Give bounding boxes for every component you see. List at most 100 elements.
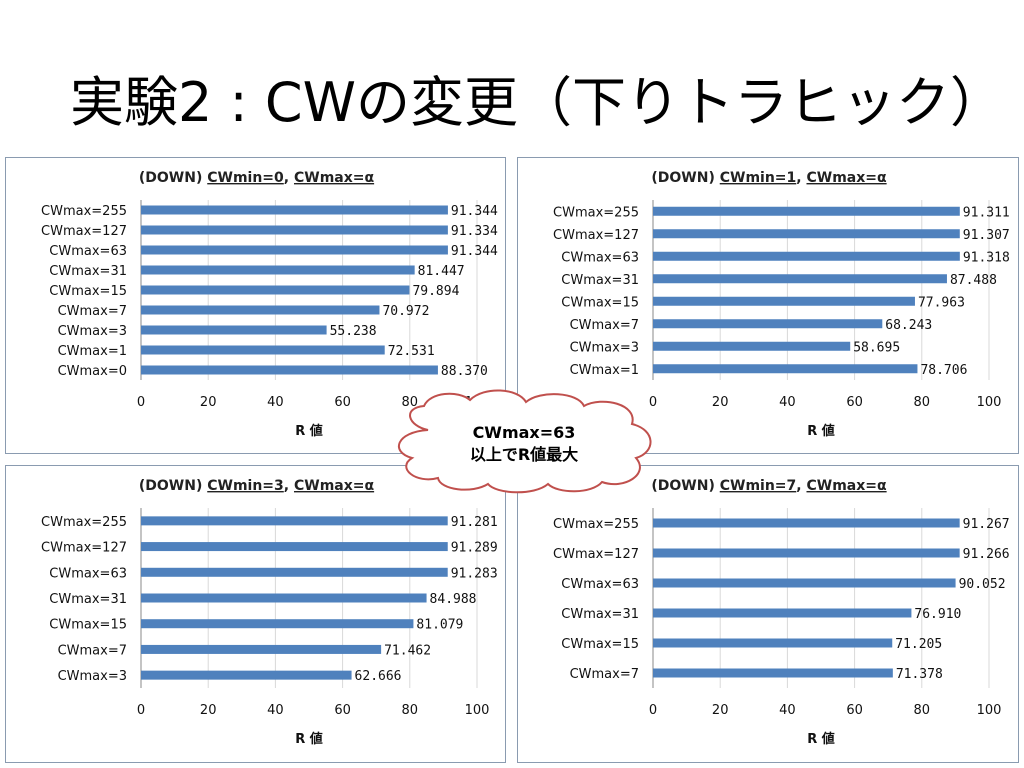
category-label: CWmax=255 bbox=[553, 517, 639, 532]
bar bbox=[653, 609, 911, 618]
bar bbox=[141, 246, 448, 255]
category-label: CWmax=3 bbox=[58, 669, 127, 684]
category-label: CWmax=127 bbox=[553, 228, 639, 243]
value-label: 71.205 bbox=[895, 637, 942, 652]
bar bbox=[141, 542, 448, 551]
chart-panel-cwmin-3: (DOWN) CWmin=3, CWmax=α CWmax=255 91.281 CW… bbox=[5, 465, 506, 763]
x-tick-label: 40 bbox=[267, 703, 284, 718]
chart-title-cwmin: CWmin=0 bbox=[207, 170, 284, 186]
category-label: CWmax=3 bbox=[58, 324, 127, 339]
category-label: CWmax=1 bbox=[570, 363, 639, 378]
category-label: CWmax=127 bbox=[41, 541, 127, 556]
chart-title-cwmax: CWmax=α bbox=[806, 478, 887, 494]
value-label: 68.243 bbox=[885, 318, 932, 333]
chart-title: (DOWN) CWmin=7, CWmax=α bbox=[651, 478, 887, 494]
category-label: CWmax=15 bbox=[49, 618, 127, 633]
bar bbox=[141, 645, 381, 654]
value-label: 91.334 bbox=[451, 224, 498, 239]
callout-line-2: 以上でR値最大 bbox=[388, 444, 660, 466]
value-label: 71.378 bbox=[896, 667, 943, 682]
value-label: 81.447 bbox=[418, 264, 465, 279]
category-label: CWmax=1 bbox=[58, 344, 127, 359]
value-label: 91.289 bbox=[451, 541, 498, 556]
x-tick-label: 60 bbox=[334, 703, 351, 718]
chart-title-sep: , bbox=[284, 170, 294, 186]
x-axis-title: R 値 bbox=[807, 423, 835, 439]
bar bbox=[653, 297, 915, 306]
bar bbox=[653, 639, 892, 648]
category-label: CWmax=63 bbox=[49, 566, 127, 581]
x-tick-label: 40 bbox=[779, 395, 796, 410]
value-label: 87.488 bbox=[950, 273, 997, 288]
category-label: CWmax=63 bbox=[49, 244, 127, 259]
chart-title-prefix: (DOWN) bbox=[651, 478, 719, 494]
category-label: CWmax=7 bbox=[570, 318, 639, 333]
x-tick-label: 20 bbox=[200, 395, 217, 410]
category-label: CWmax=15 bbox=[561, 637, 639, 652]
value-label: 91.283 bbox=[451, 566, 498, 581]
x-tick-label: 80 bbox=[914, 703, 931, 718]
category-label: CWmax=127 bbox=[41, 224, 127, 239]
x-tick-label: 0 bbox=[137, 395, 145, 410]
x-tick-label: 80 bbox=[402, 703, 419, 718]
value-label: 84.988 bbox=[430, 592, 477, 607]
chart-title: (DOWN) CWmin=1, CWmax=α bbox=[651, 170, 887, 186]
value-label: 91.266 bbox=[963, 547, 1010, 562]
value-label: 91.318 bbox=[963, 250, 1010, 265]
bar bbox=[141, 366, 438, 375]
category-label: CWmax=31 bbox=[49, 592, 127, 607]
x-tick-label: 60 bbox=[846, 395, 863, 410]
chart-title-cwmax: CWmax=α bbox=[806, 170, 887, 186]
bar bbox=[653, 549, 960, 558]
category-label: CWmax=3 bbox=[570, 340, 639, 355]
bar bbox=[141, 226, 448, 235]
x-tick-label: 40 bbox=[779, 703, 796, 718]
bar bbox=[141, 266, 415, 275]
bar bbox=[653, 342, 850, 351]
value-label: 91.267 bbox=[963, 517, 1010, 532]
chart-title-prefix: (DOWN) bbox=[139, 478, 207, 494]
chart-title-sep: , bbox=[284, 478, 294, 494]
bar bbox=[141, 671, 352, 680]
x-tick-label: 0 bbox=[649, 703, 657, 718]
bar bbox=[141, 619, 413, 628]
category-label: CWmax=31 bbox=[561, 273, 639, 288]
bar bbox=[653, 519, 960, 528]
x-axis-title: R 値 bbox=[807, 731, 835, 747]
category-label: CWmax=7 bbox=[58, 643, 127, 658]
value-label: 76.910 bbox=[914, 607, 961, 622]
x-tick-label: 0 bbox=[137, 703, 145, 718]
value-label: 58.695 bbox=[853, 340, 900, 355]
value-label: 81.079 bbox=[416, 618, 463, 633]
value-label: 88.370 bbox=[441, 364, 488, 379]
value-label: 90.052 bbox=[959, 577, 1006, 592]
x-tick-label: 100 bbox=[465, 703, 490, 718]
category-label: CWmax=63 bbox=[561, 577, 639, 592]
bar bbox=[653, 229, 960, 238]
chart-title-cwmin: CWmin=3 bbox=[207, 478, 284, 494]
value-label: 55.238 bbox=[330, 324, 377, 339]
value-label: 71.462 bbox=[384, 643, 431, 658]
x-tick-label: 40 bbox=[267, 395, 284, 410]
x-tick-label: 100 bbox=[977, 395, 1002, 410]
bar bbox=[141, 568, 448, 577]
chart-panel-cwmin-7: (DOWN) CWmin=7, CWmax=α CWmax=255 91.267 CW… bbox=[517, 465, 1019, 763]
x-axis-title: R 値 bbox=[295, 731, 323, 747]
value-label: 91.281 bbox=[451, 515, 498, 530]
category-label: CWmax=7 bbox=[58, 304, 127, 319]
x-tick-label: 80 bbox=[914, 395, 931, 410]
x-tick-label: 100 bbox=[977, 703, 1002, 718]
chart-title-cwmax: CWmax=α bbox=[294, 478, 375, 494]
value-label: 91.344 bbox=[451, 244, 498, 259]
bar-chart: (DOWN) CWmin=7, CWmax=α CWmax=255 91.267 CW… bbox=[518, 466, 1020, 764]
bar bbox=[141, 516, 448, 525]
bar bbox=[141, 346, 385, 355]
value-label: 70.972 bbox=[382, 304, 429, 319]
slide-title: 実験2 : CWの変更（下りトラヒック） bbox=[70, 58, 1004, 137]
x-tick-label: 20 bbox=[712, 703, 729, 718]
chart-title-prefix: (DOWN) bbox=[651, 170, 719, 186]
x-axis-title: R 値 bbox=[295, 423, 323, 439]
bar bbox=[653, 252, 960, 261]
value-label: 79.894 bbox=[412, 284, 459, 299]
category-label: CWmax=255 bbox=[553, 205, 639, 220]
